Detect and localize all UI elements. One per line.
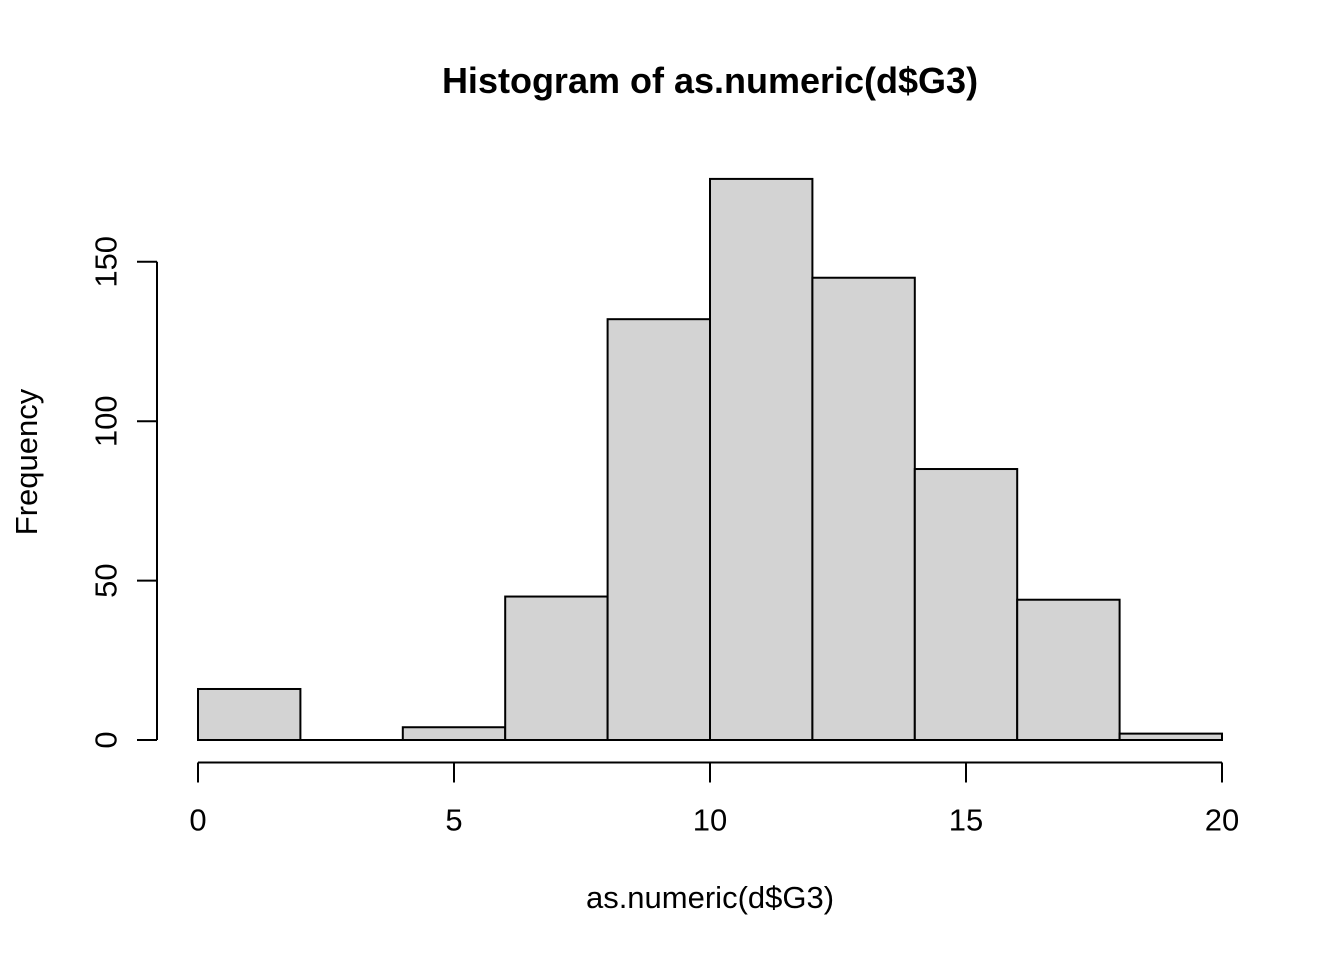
histogram-bar bbox=[811, 276, 916, 741]
y-tick-label: 50 bbox=[89, 563, 124, 597]
histogram-bar bbox=[504, 595, 609, 741]
x-tick-label: 10 bbox=[693, 803, 727, 838]
histogram-bar bbox=[401, 726, 507, 741]
y-tick-label: 0 bbox=[89, 731, 124, 748]
x-tick-label: 20 bbox=[1205, 803, 1239, 838]
histogram-bar bbox=[197, 687, 302, 742]
histogram-bar bbox=[709, 177, 814, 742]
x-tick-label: 0 bbox=[189, 803, 206, 838]
histogram-bar bbox=[913, 468, 1019, 741]
x-tick-label: 15 bbox=[949, 803, 983, 838]
histogram-bar bbox=[606, 318, 711, 741]
y-tick-label: 150 bbox=[89, 236, 124, 288]
histogram-bar bbox=[1016, 598, 1121, 742]
chart-title: Histogram of as.numeric(d$G3) bbox=[441, 60, 979, 101]
x-axis-label: as.numeric(d$G3) bbox=[585, 880, 835, 915]
x-tick-label: 5 bbox=[445, 803, 462, 838]
y-tick-label: 100 bbox=[89, 395, 124, 447]
